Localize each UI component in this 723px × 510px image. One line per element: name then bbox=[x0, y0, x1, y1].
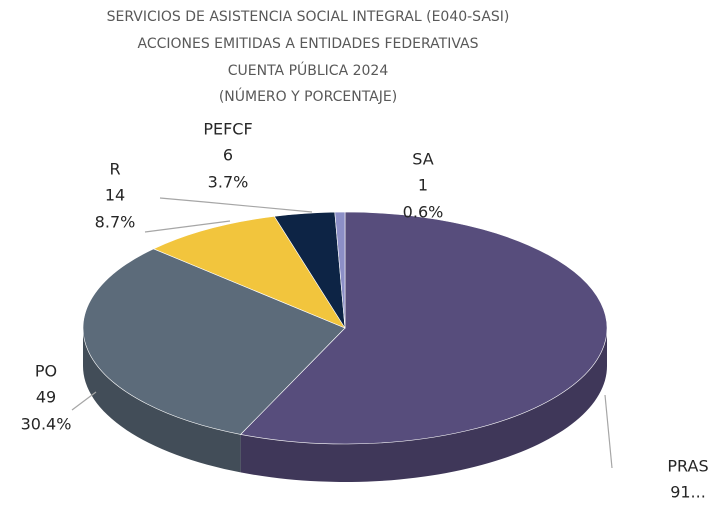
data-label-value: 14 bbox=[105, 186, 125, 205]
data-label-value: 91... bbox=[670, 483, 706, 502]
leader-line bbox=[71, 391, 97, 411]
data-label-percent: 0.6% bbox=[403, 203, 444, 222]
slice bbox=[334, 211, 346, 329]
data-label-value: 6 bbox=[223, 146, 233, 165]
leader-lines bbox=[71, 197, 613, 469]
data-label-name: R bbox=[109, 160, 120, 179]
leader-line bbox=[604, 394, 613, 469]
chart-title: ACCIONES EMITIDAS A ENTIDADES FEDERATIVA… bbox=[138, 36, 479, 52]
data-label-name: SA bbox=[412, 150, 433, 169]
chart-title: CUENTA PÚBLICA 2024 bbox=[228, 61, 389, 79]
data-label-value: 1 bbox=[418, 176, 428, 195]
slice-side bbox=[83, 328, 241, 473]
data-label-name: PEFCF bbox=[203, 120, 252, 139]
data-label-percent: 3.7% bbox=[208, 173, 249, 192]
data-label-name: PO bbox=[35, 362, 57, 381]
leader-line bbox=[159, 197, 313, 213]
slice bbox=[82, 248, 346, 435]
pie bbox=[82, 211, 608, 482]
chart-title: (NÚMERO Y PORCENTAJE) bbox=[219, 87, 397, 105]
slice bbox=[152, 215, 346, 329]
chart-title: SERVICIOS DE ASISTENCIA SOCIAL INTEGRAL … bbox=[107, 9, 510, 25]
data-label-percent: 30.4% bbox=[21, 415, 72, 434]
data-label-name: PRAS bbox=[667, 457, 708, 476]
data-label-value: 49 bbox=[36, 388, 56, 407]
leader-line bbox=[144, 220, 231, 233]
slice bbox=[240, 211, 608, 445]
data-label-percent: 8.7% bbox=[95, 213, 136, 232]
slice-side bbox=[240, 328, 608, 482]
